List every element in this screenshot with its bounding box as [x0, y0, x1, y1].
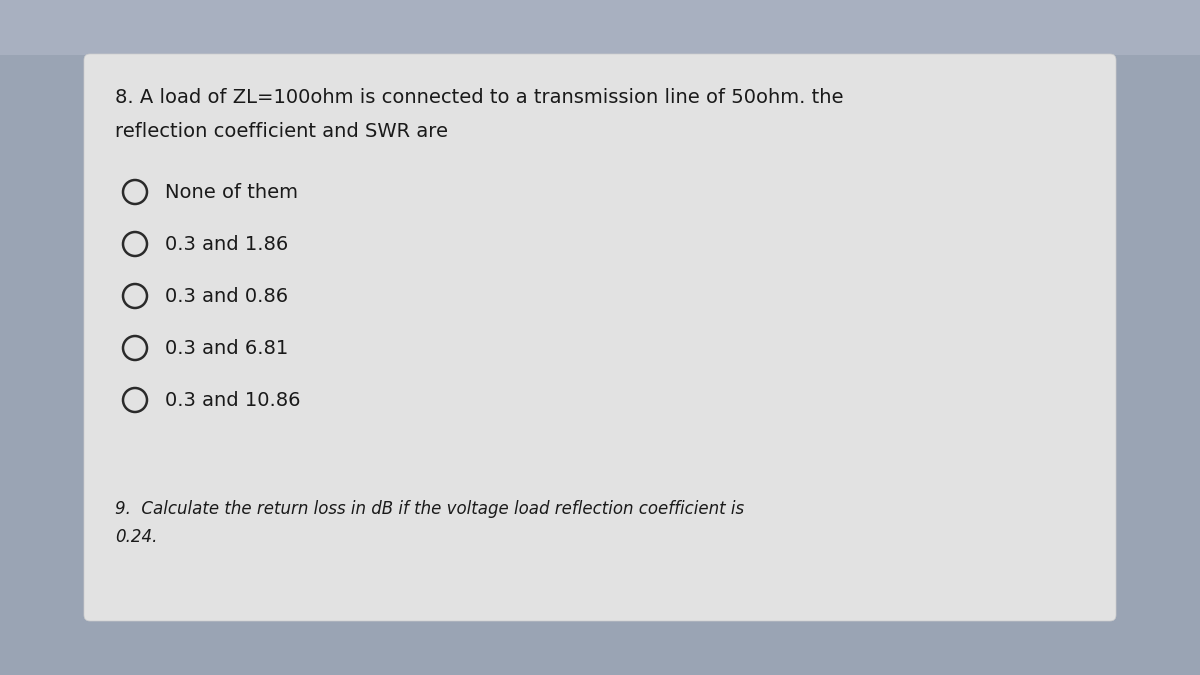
Text: 0.3 and 6.81: 0.3 and 6.81	[166, 338, 288, 358]
Text: 8. A load of ZL=100ohm is connected to a transmission line of 50ohm. the: 8. A load of ZL=100ohm is connected to a…	[115, 88, 844, 107]
Text: 0.3 and 10.86: 0.3 and 10.86	[166, 391, 300, 410]
Text: None of them: None of them	[166, 182, 298, 202]
Text: reflection coefficient and SWR are: reflection coefficient and SWR are	[115, 122, 448, 141]
FancyBboxPatch shape	[84, 54, 1116, 621]
Text: 9.  Calculate the return loss in dB if the voltage load reflection coefficient i: 9. Calculate the return loss in dB if th…	[115, 500, 744, 518]
Text: 0.3 and 0.86: 0.3 and 0.86	[166, 286, 288, 306]
Text: 0.24.: 0.24.	[115, 528, 157, 546]
Text: 0.3 and 1.86: 0.3 and 1.86	[166, 234, 288, 254]
FancyBboxPatch shape	[0, 0, 1200, 55]
